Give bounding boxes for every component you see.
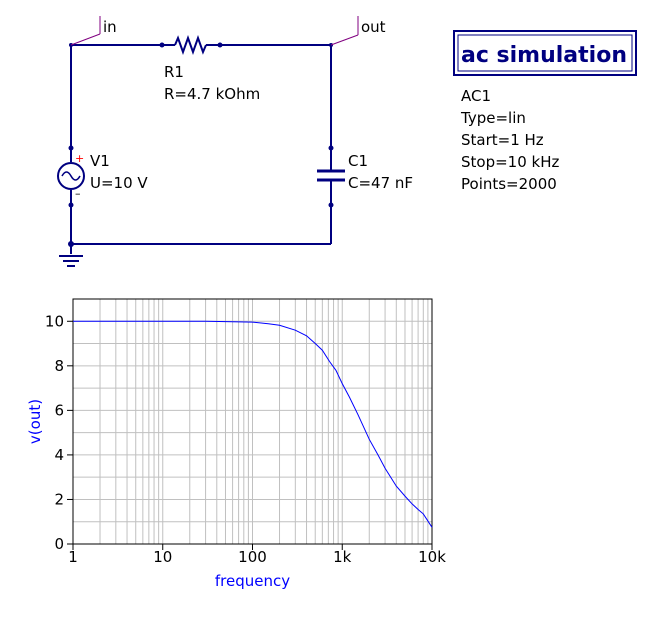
ac-source-circle [57, 162, 85, 190]
node-in-text: in [103, 18, 117, 36]
node-label-out[interactable]: out [330, 16, 386, 46]
y-tick-label: 4 [54, 446, 64, 464]
ground-icon[interactable] [59, 255, 83, 267]
plot-frame [72, 298, 433, 545]
frequency-response-chart[interactable]: 1 10 100 1k 10k 0 2 4 6 8 10 frequency v(out) [26, 298, 446, 590]
capacitor-value: C=47 nF [348, 174, 413, 192]
chart-ticks: 1 10 100 1k 10k 0 2 4 6 8 10 [45, 312, 446, 566]
simulation-stop: Stop=10 kHz [461, 153, 559, 171]
y-tick-label: 6 [54, 401, 64, 419]
y-tick-label: 0 [54, 535, 64, 553]
source-value: U=10 V [90, 174, 148, 192]
resistor-r1[interactable]: R1 R=4.7 kOhm [159, 35, 261, 103]
chart-grid [73, 299, 432, 544]
junction-dot [68, 241, 74, 247]
x-tick-label: 10 [153, 548, 172, 566]
circuit-schematic: in out R1 R=4.7 kOhm + – [57, 16, 413, 267]
chart-series [73, 320, 433, 528]
capacitor-name: C1 [348, 152, 368, 170]
simulation-points: Points=2000 [461, 175, 557, 193]
ac-simulation-block[interactable]: ac simulation AC1 Type=lin Start=1 Hz St… [453, 30, 637, 193]
x-tick-label: 100 [238, 548, 267, 566]
sine-wave-icon [61, 171, 81, 181]
x-tick-label: 1 [68, 548, 78, 566]
series-line [73, 320, 433, 528]
source-minus: – [75, 187, 81, 200]
capacitor-c1[interactable]: C1 C=47 nF [317, 145, 413, 208]
simulation-name: AC1 [461, 87, 491, 105]
resistor-value: R=4.7 kOhm [164, 85, 260, 103]
source-plus: + [75, 152, 84, 165]
y-axis-label: v(out) [26, 399, 44, 444]
y-tick-label: 10 [45, 312, 64, 330]
source-name: V1 [90, 152, 110, 170]
simulation-title: ac simulation [461, 43, 627, 68]
node-out-text: out [361, 18, 386, 36]
x-axis-label: frequency [215, 572, 290, 590]
x-tick-label: 10k [418, 548, 446, 566]
simulation-type: Type=lin [460, 109, 526, 127]
y-tick-label: 2 [54, 490, 64, 508]
node-label-in[interactable]: in [70, 16, 117, 46]
y-tick-label: 8 [54, 357, 64, 375]
x-tick-label: 1k [333, 548, 352, 566]
simulation-title-box [453, 30, 637, 76]
ac-source-v1[interactable]: + – V1 U=10 V [57, 145, 148, 208]
simulation-start: Start=1 Hz [461, 131, 544, 149]
resistor-name: R1 [164, 63, 184, 81]
